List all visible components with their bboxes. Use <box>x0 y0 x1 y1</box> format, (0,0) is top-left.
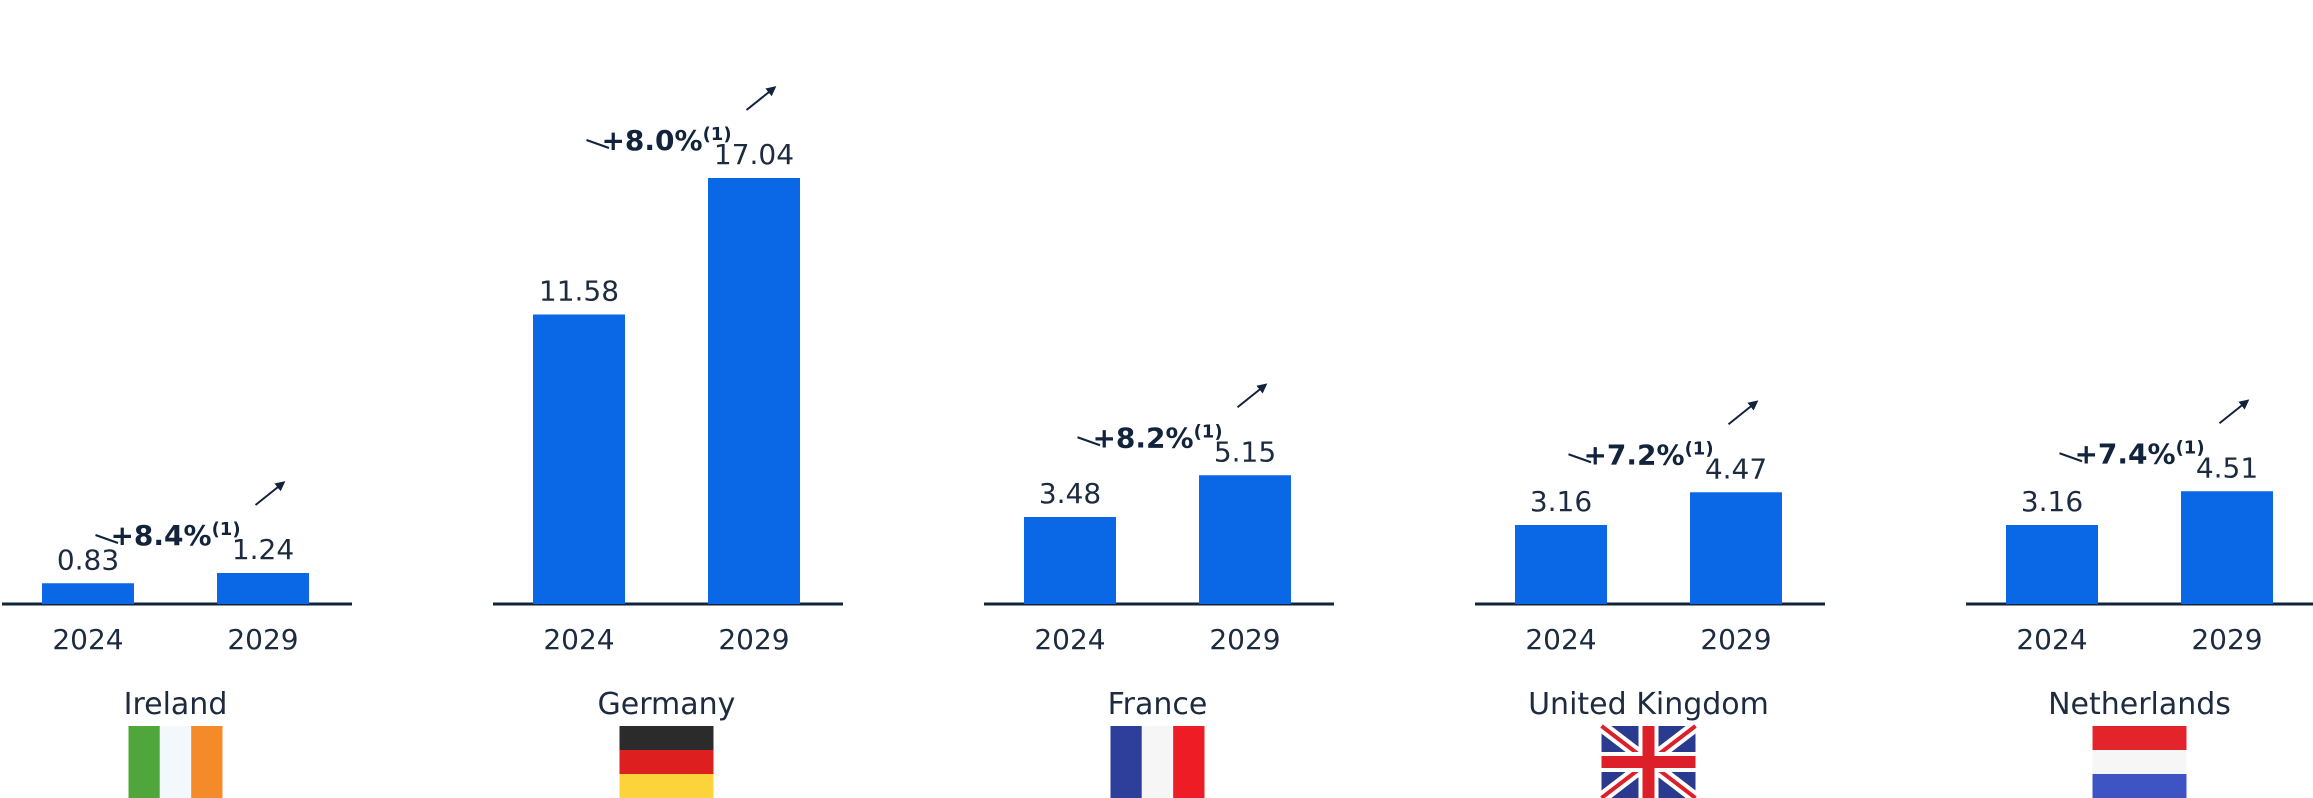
value-label: 4.51 <box>2196 451 2258 484</box>
year-tick-label: 2029 <box>2191 623 2262 656</box>
bar-ireland-2029 <box>217 573 309 604</box>
growth-arrow-left <box>95 534 119 544</box>
bar-germany-2029 <box>708 178 800 604</box>
flag-cross-red <box>1601 756 1696 768</box>
growth-footnote: (1) <box>1194 421 1223 442</box>
country-label: United Kingdom <box>1528 687 1769 722</box>
flag-stripe <box>2092 750 2187 774</box>
ireland-flag-icon <box>128 726 223 798</box>
growth-footnote: (1) <box>703 124 732 145</box>
growth-arrow-left <box>1077 436 1101 447</box>
year-tick-label: 2024 <box>2016 623 2087 656</box>
country-label: Netherlands <box>2048 687 2231 722</box>
year-tick-label: 2024 <box>1034 623 1105 656</box>
country-label: Germany <box>598 687 736 722</box>
flag-stripe <box>1110 726 1142 798</box>
growth-arrow-left <box>586 139 610 149</box>
flag-stripe <box>191 726 223 798</box>
growth-arrow-right <box>1727 400 1759 426</box>
bar-france-2029 <box>1199 475 1291 604</box>
growth-value: +8.0% <box>601 124 702 157</box>
flag-stripe <box>619 774 714 798</box>
growth-arrow-right <box>745 86 777 111</box>
flag-stripe <box>2092 774 2187 798</box>
country-label: Ireland <box>124 687 228 722</box>
country-label: France <box>1108 687 1208 722</box>
growth-value: +8.2% <box>1092 421 1193 454</box>
year-tick-label: 2029 <box>1700 623 1771 656</box>
value-label: 17.04 <box>714 138 794 171</box>
bar-netherlands-2029 <box>2181 491 2273 604</box>
uk-flag-icon <box>1597 721 1700 798</box>
bar-ireland-2024 <box>42 583 134 604</box>
bar-netherlands-2024 <box>2006 525 2098 604</box>
bar-united-kingdom-2024 <box>1515 525 1607 604</box>
value-label: 3.16 <box>1530 485 1592 518</box>
flag-stripe <box>619 750 714 774</box>
germany-flag-icon <box>619 726 714 798</box>
flag-stripe <box>128 726 160 798</box>
year-tick-label: 2024 <box>543 623 614 656</box>
growth-value: +8.4% <box>110 519 211 552</box>
flag-stripe <box>1173 726 1205 798</box>
year-tick-label: 2029 <box>227 623 298 656</box>
value-label: 4.47 <box>1705 452 1767 485</box>
flag-stripe <box>619 726 714 750</box>
france-flag-icon <box>1110 726 1205 798</box>
growth-value: +7.4% <box>2074 437 2175 470</box>
flag-stripe <box>2092 726 2187 750</box>
growth-footnote: (1) <box>1685 438 1714 459</box>
value-label: 1.24 <box>232 533 294 566</box>
value-label: 5.15 <box>1214 435 1276 468</box>
value-label: 0.83 <box>57 543 119 576</box>
growth-rate-label: +8.4%(1) <box>110 519 240 552</box>
year-tick-label: 2024 <box>52 623 123 656</box>
value-label: 11.58 <box>539 275 619 308</box>
growth-footnote: (1) <box>212 519 241 540</box>
growth-value: +7.2% <box>1583 438 1684 471</box>
growth-arrow-left <box>2059 452 2083 463</box>
growth-footnote: (1) <box>2176 437 2205 458</box>
growth-rate-label: +7.2%(1) <box>1583 438 1713 471</box>
netherlands-flag-icon <box>2092 726 2187 798</box>
flag-stripe <box>159 726 192 798</box>
year-tick-label: 2024 <box>1525 623 1596 656</box>
bar-france-2024 <box>1024 517 1116 604</box>
growth-rate-label: +7.4%(1) <box>2074 437 2204 470</box>
bar-germany-2024 <box>533 314 625 604</box>
growth-arrow-left <box>1568 453 1592 464</box>
value-label: 3.48 <box>1039 477 1101 510</box>
year-tick-label: 2029 <box>1209 623 1280 656</box>
growth-arrow-right <box>1236 383 1268 409</box>
year-tick-label: 2029 <box>718 623 789 656</box>
growth-arrow-right <box>2218 399 2250 425</box>
bar-united-kingdom-2029 <box>1690 492 1782 604</box>
value-label: 3.16 <box>2021 485 2083 518</box>
growth-rate-label: +8.0%(1) <box>601 124 731 157</box>
growth-rate-label: +8.2%(1) <box>1092 421 1222 454</box>
growth-arrow-right <box>254 481 286 506</box>
flag-stripe <box>1141 726 1174 798</box>
